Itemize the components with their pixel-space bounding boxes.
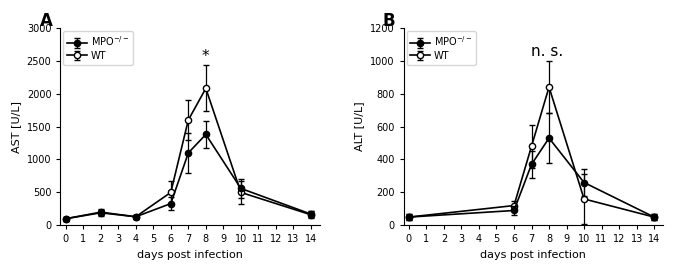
Legend: MPO$^{-/-}$, WT: MPO$^{-/-}$, WT <box>406 31 476 65</box>
Text: n. s.: n. s. <box>531 44 563 59</box>
Legend: MPO$^{-/-}$, WT: MPO$^{-/-}$, WT <box>63 31 133 65</box>
Text: *: * <box>202 49 210 64</box>
Y-axis label: ALT [U/L]: ALT [U/L] <box>355 102 365 151</box>
X-axis label: days post infection: days post infection <box>481 250 586 260</box>
Text: B: B <box>383 12 396 30</box>
X-axis label: days post infection: days post infection <box>137 250 243 260</box>
Y-axis label: AST [U/L]: AST [U/L] <box>11 101 21 153</box>
Text: A: A <box>40 12 53 30</box>
